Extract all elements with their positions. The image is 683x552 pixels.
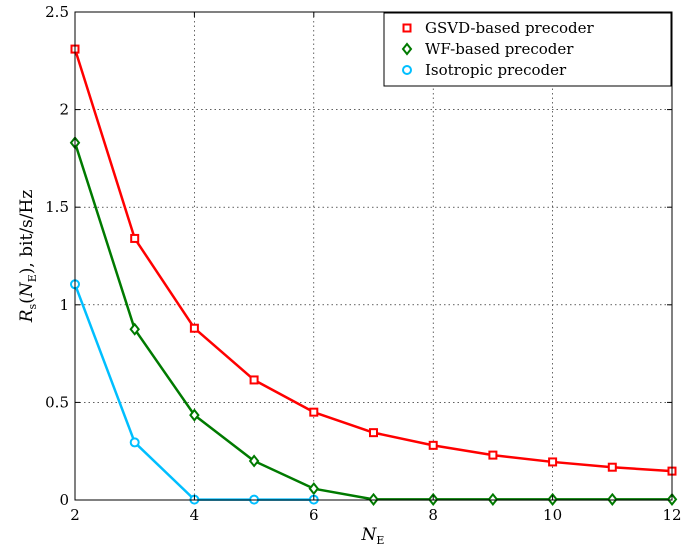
data-point: [488, 450, 498, 460]
data-point: [607, 462, 617, 472]
legend-label: Isotropic precoder: [425, 61, 567, 79]
y-tick-label: 0.5: [45, 393, 69, 411]
x-tick-label: 12: [662, 506, 681, 524]
data-point: [249, 375, 259, 385]
y-tick-label: 2.5: [45, 3, 69, 21]
axis-ticks: [74, 11, 673, 501]
plot-frame: [74, 11, 673, 501]
y-tick-label: 2: [59, 101, 69, 119]
legend-label: WF-based precoder: [425, 40, 574, 58]
data-point: [130, 233, 140, 243]
y-axis-label-part: ), bit/s/Hz: [17, 190, 37, 275]
data-point: [548, 457, 558, 467]
data-point: [487, 492, 499, 507]
data-point: [309, 407, 319, 417]
data-point: [607, 492, 618, 507]
x-tick-label: 10: [543, 506, 562, 524]
plot-background: [75, 12, 672, 500]
y-tick-label: 1.5: [45, 198, 69, 216]
data-point: [248, 454, 260, 468]
data-point: [129, 322, 140, 336]
y-axis-label-part: R: [17, 309, 37, 323]
legend: GSVD-based precoder WF-based precoder Isot…: [383, 12, 672, 87]
x-axis-label-subscript: E: [376, 534, 384, 547]
legend-label: GSVD-based precoder: [425, 19, 595, 37]
x-tick-label: 8: [428, 506, 438, 524]
grid-lines: [75, 12, 672, 500]
x-tick-label: 4: [190, 506, 200, 524]
data-point: [428, 440, 438, 450]
data-point: [129, 437, 140, 448]
data-point: [189, 408, 200, 422]
y-tick-label: 1: [59, 296, 69, 314]
data-point: [368, 492, 379, 507]
legend-marker: [401, 42, 413, 56]
y-axis-label-part: N: [17, 281, 37, 298]
tick-labels: 2 4 6 8 10 12 0 0.5 1 1.5 2 2.5: [45, 3, 681, 524]
legend-box: [383, 12, 672, 87]
legend-marker: [402, 65, 412, 75]
x-tick-label: 2: [70, 506, 80, 524]
data-point: [369, 428, 378, 438]
data-point: [308, 482, 320, 496]
y-axis-label: Rs(NE), bit/s/Hz: [17, 190, 39, 324]
x-tick-label: 6: [309, 506, 319, 524]
y-axis-label-part: E: [26, 274, 39, 282]
x-axis-label-base: N: [361, 525, 378, 545]
x-axis-label: NE: [361, 525, 385, 547]
y-axis-label-part: s: [26, 303, 39, 309]
y-tick-label: 0: [59, 491, 69, 509]
y-axis-label-part: (: [17, 297, 37, 304]
data-point: [189, 323, 199, 333]
legend-marker: [402, 23, 412, 33]
